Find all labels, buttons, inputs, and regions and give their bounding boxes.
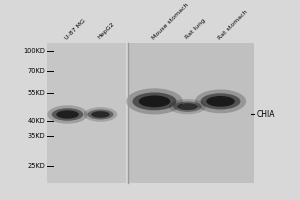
Ellipse shape bbox=[133, 92, 176, 110]
Text: 55KD: 55KD bbox=[27, 90, 45, 96]
Ellipse shape bbox=[126, 88, 183, 114]
Text: 40KD: 40KD bbox=[27, 118, 45, 124]
Ellipse shape bbox=[173, 101, 202, 112]
Ellipse shape bbox=[200, 93, 241, 109]
Text: CHIA: CHIA bbox=[256, 110, 275, 119]
Ellipse shape bbox=[169, 99, 206, 114]
Ellipse shape bbox=[84, 107, 117, 122]
Ellipse shape bbox=[139, 95, 170, 107]
Text: U-87 MG: U-87 MG bbox=[64, 18, 86, 40]
Ellipse shape bbox=[88, 109, 113, 119]
Ellipse shape bbox=[47, 105, 88, 124]
Text: 25KD: 25KD bbox=[27, 163, 45, 169]
Bar bbox=[129, 43, 254, 183]
Ellipse shape bbox=[195, 89, 246, 113]
Text: 35KD: 35KD bbox=[27, 133, 45, 139]
Text: Rat lung: Rat lung bbox=[184, 18, 206, 40]
Ellipse shape bbox=[91, 111, 110, 118]
Ellipse shape bbox=[206, 96, 235, 107]
Text: 100KD: 100KD bbox=[23, 48, 45, 54]
Ellipse shape bbox=[52, 108, 83, 121]
Ellipse shape bbox=[56, 110, 79, 119]
Text: Rat stomach: Rat stomach bbox=[217, 9, 248, 40]
Ellipse shape bbox=[177, 103, 198, 110]
Text: 70KD: 70KD bbox=[27, 68, 45, 74]
Text: Mouse stomach: Mouse stomach bbox=[151, 2, 190, 40]
Text: HepG2: HepG2 bbox=[97, 22, 116, 40]
Bar bbox=[46, 43, 126, 183]
